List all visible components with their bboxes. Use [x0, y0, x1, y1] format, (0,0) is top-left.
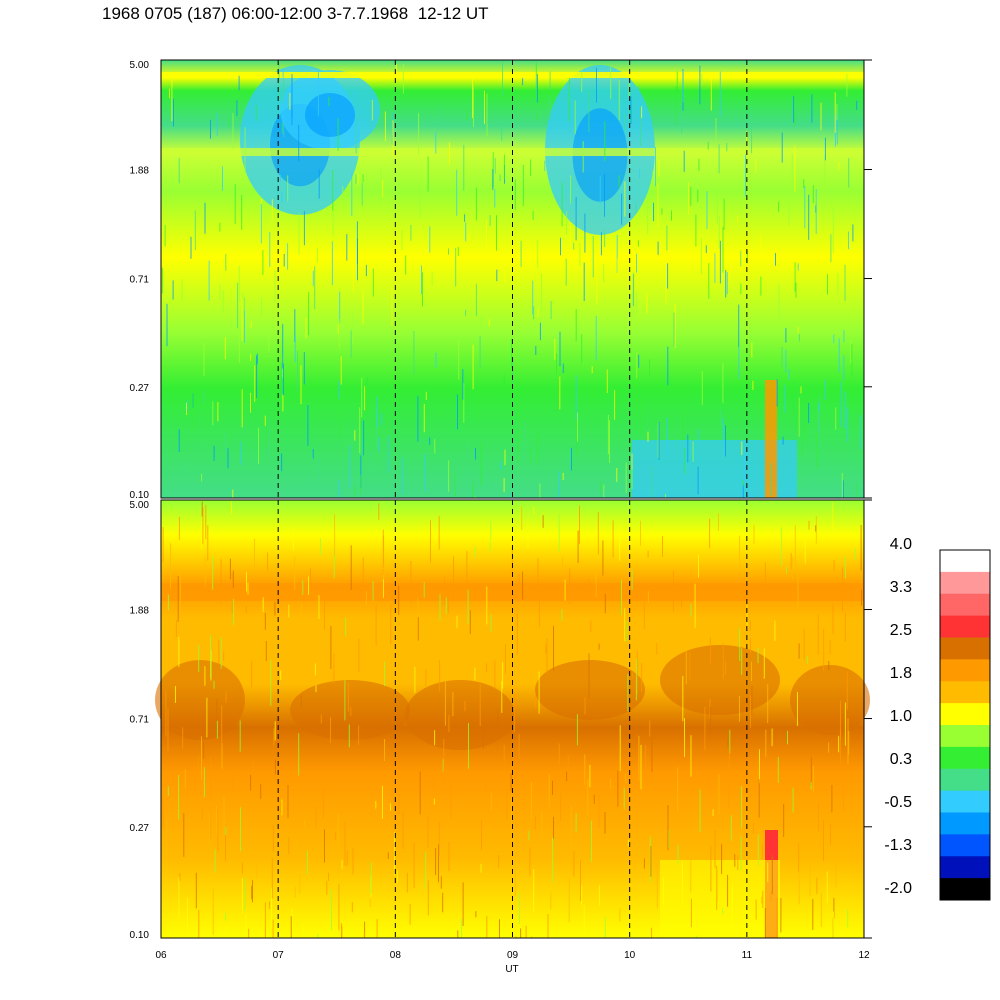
colorbar-swatch — [940, 725, 990, 748]
y-tick-label: 0.71 — [130, 715, 150, 726]
lower-dark-patch — [790, 665, 870, 735]
colorbar: 4.0 3.3 2.5 1.8 1.0 0.3 -0.5 -1.3 -2.0 — [884, 536, 991, 901]
colorbar-swatch — [940, 746, 990, 770]
chart-title: 1968 0705 (187) 06:00-12:00 3-7.7.1968 1… — [102, 4, 489, 23]
lower-dark-patch — [660, 645, 780, 715]
colorbar-swatch — [940, 571, 990, 595]
y-tick-label: 1.88 — [130, 606, 150, 617]
colorbar-swatch — [940, 615, 990, 639]
upper-band-top — [161, 72, 864, 78]
x-tick-label: 08 — [390, 950, 402, 961]
x-tick-label: 06 — [155, 950, 167, 961]
x-tick-label: 12 — [858, 950, 870, 961]
y-tick-label: 0.27 — [130, 383, 150, 394]
x-tick-label: 09 — [507, 950, 519, 961]
colorbar-label: 0.3 — [890, 751, 912, 768]
colorbar-swatch — [940, 550, 990, 573]
upper-spectrogram-panel: 5.00 1.88 0.71 0.27 0.10 — [130, 59, 872, 501]
upper-blue-core — [305, 93, 355, 137]
colorbar-swatch — [940, 790, 990, 814]
colorbar-label: 4.0 — [890, 536, 912, 553]
y-tick-label: 0.10 — [130, 930, 150, 941]
colorbar-swatch — [940, 856, 990, 879]
lower-spectrogram-panel: 5.00 1.88 0.71 0.27 0.10 — [130, 499, 872, 941]
y-tick-label: 0.71 — [130, 275, 150, 286]
x-tick-label: 07 — [273, 950, 285, 961]
lower-dark-patch — [155, 660, 245, 740]
colorbar-label: 3.3 — [890, 579, 912, 596]
y-tick-label: 1.88 — [130, 166, 150, 177]
colorbar-swatch — [940, 768, 990, 792]
upper-panel-streaks — [161, 60, 861, 498]
colorbar-swatch — [940, 703, 990, 726]
y-tick-label: 5.00 — [130, 60, 150, 71]
colorbar-label: -0.5 — [884, 794, 912, 811]
colorbar-label: -2.0 — [884, 880, 912, 897]
colorbar-swatch — [940, 659, 990, 682]
lower-dark-patch — [535, 660, 645, 720]
colorbar-swatch — [940, 812, 990, 835]
lower-y-axis: 5.00 1.88 0.71 0.27 0.10 — [130, 499, 872, 941]
colorbar-label: 1.0 — [890, 708, 912, 725]
lower-yellow-floor — [660, 860, 780, 938]
upper-orange-spike — [765, 380, 777, 498]
colorbar-swatch — [940, 878, 990, 901]
y-tick-label: 0.27 — [130, 823, 150, 834]
lower-panel-hour-lines — [277, 500, 748, 938]
colorbar-label: 2.5 — [890, 622, 912, 639]
upper-y-axis: 5.00 1.88 0.71 0.27 0.10 — [130, 59, 872, 501]
x-axis-label: UT — [505, 964, 518, 975]
colorbar-swatch — [940, 593, 990, 617]
x-tick-label: 10 — [624, 950, 636, 961]
colorbar-swatch — [940, 834, 990, 857]
colorbar-swatch — [940, 637, 990, 660]
y-tick-label: 5.00 — [130, 500, 150, 511]
lower-dark-patch — [290, 680, 410, 740]
x-axis: 06 07 08 09 10 11 12 — [155, 950, 870, 961]
lower-panel-streaks — [161, 501, 863, 938]
y-tick-label: 0.10 — [130, 490, 150, 501]
upper-panel-hour-lines — [277, 60, 748, 498]
colorbar-label: 1.8 — [890, 665, 912, 682]
colorbar-swatch — [940, 681, 990, 704]
x-tick-label: 11 — [742, 950, 753, 961]
lower-dark-patch — [405, 680, 515, 750]
colorbar-label: -1.3 — [884, 837, 912, 854]
colorbar-frame — [939, 549, 991, 901]
